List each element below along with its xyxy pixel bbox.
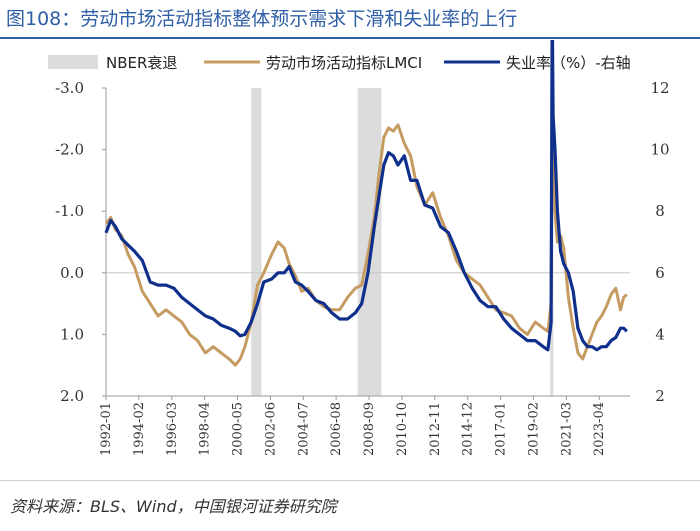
y-right-tick-label: 4 xyxy=(655,325,665,343)
x-tick-label: 2021-03 xyxy=(559,402,574,456)
x-tick-label: 2010-10 xyxy=(395,402,410,456)
series-lines xyxy=(104,40,628,367)
x-tick-label: 1996-03 xyxy=(165,402,180,456)
figure-title: 图108：劳动市场活动指标整体预示需求下滑和失业率的上行 xyxy=(6,8,518,30)
footer-divider xyxy=(0,480,700,481)
y-right-tick-label: 8 xyxy=(655,202,665,220)
y-left-tick-label: -3.0 xyxy=(55,79,84,97)
title-underline xyxy=(0,37,700,39)
y-left-tick-label: 1.0 xyxy=(60,325,84,343)
y-right-tick-label: 10 xyxy=(650,141,669,159)
x-tick-label: 2019-02 xyxy=(526,402,541,456)
x-tick-label: 2012-11 xyxy=(428,402,443,456)
legend-label-lmci: 劳动市场活动指标LMCI xyxy=(266,54,422,72)
x-tick-label: 2002-06 xyxy=(263,402,278,456)
recession-band xyxy=(251,88,262,396)
y-left-tick-label: 2.0 xyxy=(60,387,84,405)
legend: NBER衰退 劳动市场活动指标LMCI 失业率（%）-右轴 xyxy=(48,54,631,72)
legend-label-unemployment: 失业率（%）-右轴 xyxy=(506,54,631,72)
x-tick-label: 2008-09 xyxy=(362,402,377,456)
source-note: 资料来源：BLS、Wind，中国银河证券研究院 xyxy=(10,497,337,516)
y-right-tick-label: 6 xyxy=(655,264,665,282)
y-left-tick-label: -2.0 xyxy=(55,141,84,159)
x-tick-label: 2004-07 xyxy=(296,402,311,456)
x-tick-label: 2014-12 xyxy=(461,402,476,456)
series-unemployment-line xyxy=(104,40,628,352)
x-tick-label: 2000-05 xyxy=(230,402,245,456)
x-tick-label: 1992-01 xyxy=(99,402,114,456)
x-tick-label: 1998-04 xyxy=(198,402,213,456)
legend-swatch-recession xyxy=(48,55,98,69)
axes: -3.0 -2.0 -1.0 0.0 1.0 2.0 12 10 8 6 4 2 1992-01 1994… xyxy=(55,79,669,456)
y-right-tick-label: 12 xyxy=(650,79,669,97)
series-lmci-line xyxy=(104,86,628,367)
x-tick-label: 2017-01 xyxy=(494,402,509,456)
chart: -3.0 -2.0 -1.0 0.0 1.0 2.0 12 10 8 6 4 2 1992-01 1994… xyxy=(48,40,670,456)
y-right-tick-label: 2 xyxy=(655,387,665,405)
y-left-tick-label: 0.0 xyxy=(60,264,84,282)
x-tick-label: 2023-04 xyxy=(592,402,607,456)
y-left-tick-label: -1.0 xyxy=(55,202,84,220)
legend-label-recession: NBER衰退 xyxy=(106,54,177,72)
x-tick-label: 1994-02 xyxy=(132,402,147,456)
x-tick-label: 2006-08 xyxy=(329,402,344,456)
